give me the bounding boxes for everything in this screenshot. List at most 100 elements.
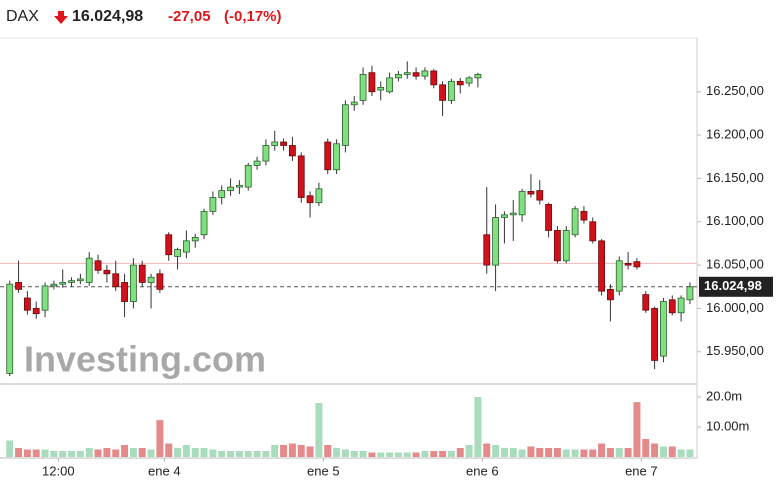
change: -27,05	[168, 8, 211, 25]
candle-body	[492, 217, 499, 266]
last-price-box	[699, 276, 773, 297]
volume-bar	[562, 449, 570, 457]
candle-body	[85, 257, 93, 283]
candle-body	[218, 190, 226, 198]
candle-body	[403, 72, 411, 75]
candle-body	[147, 276, 155, 283]
candle-body	[633, 261, 641, 268]
candle-body	[41, 285, 49, 311]
volume-bar	[536, 448, 544, 457]
volume-bar	[235, 451, 243, 457]
candle-body	[395, 74, 402, 79]
candle-body	[262, 145, 270, 162]
volume-bar	[165, 443, 173, 457]
volume-bar	[474, 397, 482, 457]
volume-bar	[182, 445, 190, 457]
y-tick-label: 16.150,00	[706, 170, 764, 185]
volume-bar	[492, 445, 500, 457]
candle-body	[501, 214, 508, 218]
candle-body	[244, 165, 252, 188]
down-arrow-icon	[54, 11, 68, 24]
volume-bar	[527, 446, 535, 457]
last-price-label: 16.024,98	[704, 278, 762, 293]
volume-bar	[280, 445, 288, 457]
volume-bar	[518, 449, 526, 457]
volume-bar	[677, 449, 685, 457]
candle-body	[377, 87, 385, 91]
volume-bar	[306, 446, 314, 457]
candle-body	[686, 286, 694, 301]
candle-body	[68, 280, 75, 283]
volume-bar	[59, 451, 67, 457]
volume-bar	[227, 451, 235, 457]
candle-body	[642, 294, 650, 311]
candle-body	[624, 262, 632, 266]
x-tick-label: ene 7	[625, 463, 658, 478]
candle-body	[607, 288, 614, 301]
candle-body	[562, 230, 570, 262]
y-tick-label: 16.000,00	[706, 300, 764, 315]
candle-body	[315, 188, 323, 204]
volume-bar	[571, 449, 579, 457]
y-tick-label: 16.100,00	[706, 213, 764, 228]
volume-bar	[430, 451, 438, 457]
volume-bar	[651, 443, 659, 457]
volume-bar	[624, 448, 632, 457]
volume-bar	[333, 448, 341, 457]
candle-body	[545, 204, 552, 231]
candle-body	[668, 299, 676, 314]
candle-body	[94, 260, 102, 271]
volume-bar	[447, 451, 455, 457]
candle-body	[456, 80, 464, 86]
volume-bar	[191, 448, 199, 457]
volume-bar	[598, 443, 606, 457]
volume-bar	[642, 439, 650, 457]
volume-bar	[147, 449, 155, 457]
candle-body	[368, 72, 376, 93]
candle-body	[430, 70, 438, 86]
volume-bar	[483, 443, 491, 457]
volume-bar	[500, 448, 508, 457]
candle-body	[297, 155, 305, 198]
volume-bar	[580, 449, 588, 457]
candle-body	[112, 273, 120, 288]
change-percent: (-0,17%)	[224, 8, 282, 25]
candle-body	[121, 282, 128, 302]
volume-bar	[112, 449, 120, 457]
candle-body	[439, 84, 446, 101]
volume-bar	[41, 449, 49, 457]
candle-body	[421, 70, 429, 77]
volume-bar	[350, 451, 358, 457]
volume-bar	[359, 451, 367, 457]
candle-body	[509, 212, 517, 216]
candle-body	[227, 186, 234, 191]
volume-bar	[509, 448, 517, 457]
candle-body	[324, 141, 332, 171]
candle-body	[342, 104, 349, 146]
volume-bar	[456, 448, 464, 457]
volume-bar	[412, 452, 420, 457]
volume-bar	[85, 448, 93, 457]
volume-bar	[262, 451, 270, 457]
candle-body	[333, 143, 340, 171]
volume-bar	[218, 451, 226, 457]
volume-bar	[174, 448, 182, 457]
candle-body	[483, 234, 491, 266]
x-tick-label: ene 6	[466, 463, 499, 478]
volume-bar	[23, 449, 31, 457]
x-tick-label: ene 5	[307, 463, 340, 478]
volume-bar	[553, 448, 561, 457]
candle-body	[660, 301, 667, 357]
candle-body	[236, 184, 243, 188]
candle-body	[59, 282, 67, 285]
candle-body	[50, 283, 58, 287]
candle-body	[571, 208, 579, 236]
volume-bar	[244, 451, 252, 457]
volume-bar	[315, 403, 323, 457]
volume-bar	[209, 449, 217, 457]
volume-bar	[253, 451, 261, 457]
candle-body	[182, 240, 190, 253]
volume-bar	[386, 452, 394, 457]
volume-bar	[324, 445, 332, 457]
